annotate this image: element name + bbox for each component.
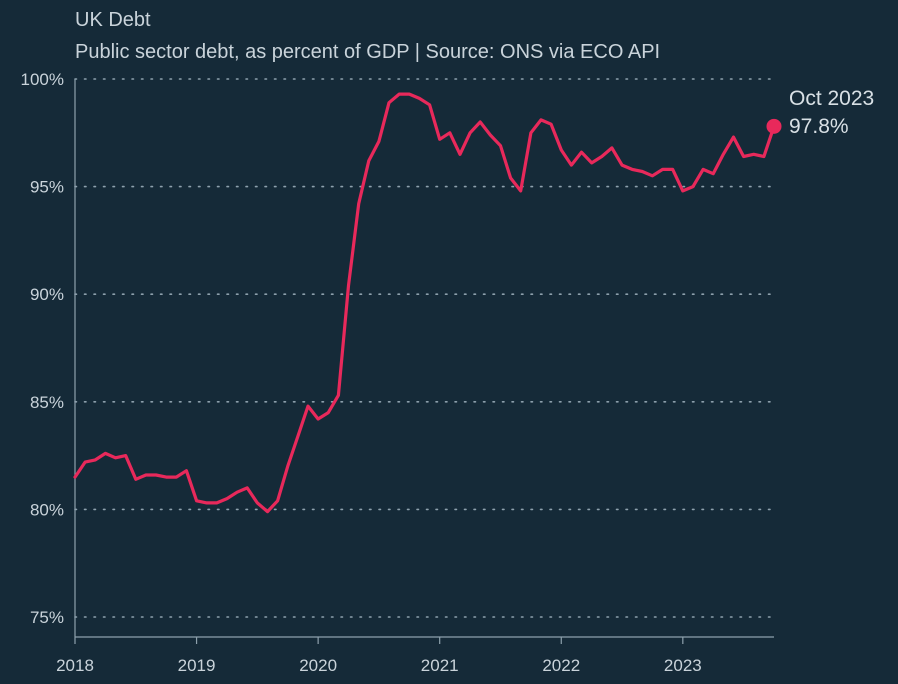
annotation-date: Oct 2023 [789,87,874,110]
chart-title: UK Debt [75,9,151,31]
x-tick-label: 2023 [664,656,702,675]
x-tick-label: 2021 [421,656,459,675]
y-tick-label: 95% [30,178,64,197]
y-tick-label: 75% [30,608,64,627]
y-tick-label: 100% [21,70,64,89]
x-tick-label: 2022 [542,656,580,675]
chart-subtitle: Public sector debt, as percent of GDP | … [75,41,661,63]
y-tick-label: 85% [30,393,64,412]
x-tick-label: 2020 [299,656,337,675]
x-tick-label: 2019 [178,656,216,675]
x-tick-label: 2018 [56,656,94,675]
series-line [73,92,776,514]
y-tick-label: 80% [30,500,64,519]
annotation-value: 97.8% [789,115,849,138]
y-tick-label: 90% [30,285,64,304]
last-value-marker [766,118,782,134]
